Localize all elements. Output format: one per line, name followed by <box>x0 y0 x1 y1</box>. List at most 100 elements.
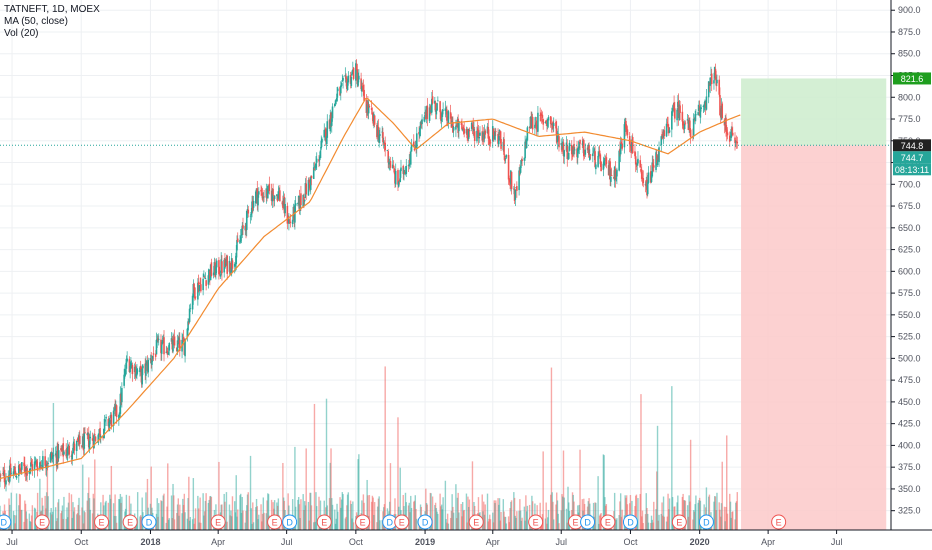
volume-bar <box>692 519 694 530</box>
volume-bar <box>71 517 73 530</box>
earnings-marker[interactable] <box>267 514 283 530</box>
candle-body <box>34 461 37 464</box>
candle-body <box>286 205 289 224</box>
candle-body <box>487 126 490 139</box>
earnings-marker[interactable] <box>394 514 410 530</box>
earnings-marker[interactable] <box>600 514 616 530</box>
position-zones[interactable] <box>741 78 887 530</box>
candle-body <box>189 308 192 310</box>
volume-bar <box>671 386 673 530</box>
candle-body <box>484 130 487 135</box>
volume-bar <box>114 494 116 530</box>
volume-bar <box>735 501 738 530</box>
volume-bar <box>47 496 49 530</box>
candle-body <box>184 339 186 357</box>
dividend-marker[interactable] <box>622 514 638 530</box>
candle-body <box>534 124 536 128</box>
volume-bar <box>112 503 115 530</box>
candle-body <box>626 129 629 136</box>
volume-bar <box>413 500 416 530</box>
dividend-marker[interactable] <box>417 514 433 530</box>
volume-bar <box>55 521 58 530</box>
dividend-marker[interactable] <box>698 514 714 530</box>
volume-bar <box>342 494 344 530</box>
volume-bar <box>167 519 170 530</box>
price-tick-label: 900.0 <box>898 5 921 15</box>
candle-body <box>421 119 423 125</box>
candle-body <box>218 260 220 275</box>
volume-bar <box>173 519 176 530</box>
volume-bar <box>81 507 83 530</box>
earnings-marker[interactable] <box>528 514 544 530</box>
candlesticks <box>0 59 739 492</box>
loss-zone[interactable] <box>741 145 887 530</box>
candle-body <box>594 151 596 167</box>
earnings-marker[interactable] <box>671 514 687 530</box>
earnings-marker[interactable] <box>210 514 226 530</box>
earnings-marker[interactable] <box>94 514 110 530</box>
volume-bar <box>344 518 347 530</box>
earnings-marker[interactable] <box>316 514 332 530</box>
candle-body <box>446 122 449 124</box>
dividend-marker[interactable] <box>282 514 298 530</box>
earnings-marker[interactable] <box>122 514 138 530</box>
volume-bar <box>620 516 623 530</box>
dividend-marker[interactable] <box>141 514 157 530</box>
candle-body <box>115 405 118 418</box>
volume-bar <box>439 493 441 530</box>
volume-bar <box>598 523 600 530</box>
earnings-marker[interactable] <box>468 514 484 530</box>
earnings-marker[interactable] <box>34 514 50 530</box>
volume-bar <box>87 492 89 530</box>
volume-bar <box>446 522 448 530</box>
volume-bar <box>230 510 232 530</box>
volume-bar <box>203 515 205 530</box>
dividend-marker[interactable] <box>0 514 12 530</box>
volume-bar <box>736 492 738 530</box>
volume-bar <box>334 509 336 530</box>
moving-average <box>0 97 741 480</box>
candle-body <box>340 83 343 86</box>
volume-bar <box>158 503 160 530</box>
volume-bar <box>316 506 318 530</box>
volume-bar <box>357 459 359 530</box>
candle-body <box>182 336 185 342</box>
legend-ma[interactable]: MA (50, close) <box>4 16 68 27</box>
candle-body <box>726 132 729 136</box>
candle-body <box>254 191 257 204</box>
candle-body <box>172 339 174 352</box>
candle-body <box>571 152 574 157</box>
volume-bar <box>236 516 238 530</box>
candle-body <box>661 134 663 136</box>
volume-bar <box>546 517 549 530</box>
event-marker-label: E <box>473 517 479 527</box>
earnings-marker[interactable] <box>771 514 787 530</box>
volume-bar <box>698 500 700 530</box>
volume-bar <box>244 522 246 530</box>
volume-bar <box>468 499 471 530</box>
volume-bar <box>63 496 65 530</box>
candle-body <box>500 139 502 149</box>
earnings-marker[interactable] <box>355 514 371 530</box>
volume-bar <box>82 464 84 530</box>
candle-body <box>436 103 438 111</box>
volume-bar <box>455 484 457 530</box>
candle-body <box>199 283 201 285</box>
legend-symbol[interactable]: TATNEFT, 1D, MOEX <box>4 4 100 15</box>
time-axis[interactable]: Jul Oct 2018 Apr Jul Oct 2019 Apr Jul Oct 2020 Apr J… <box>0 529 932 547</box>
volume-bar <box>442 497 444 530</box>
price-badges: 821.6 744.8 744.7 08:13:11 <box>893 72 931 176</box>
volume-bar <box>725 507 727 530</box>
volume-bar <box>313 522 315 530</box>
volume-bar <box>170 495 173 530</box>
candle-body <box>676 109 678 121</box>
volume-bar <box>720 503 723 530</box>
legend-volume[interactable]: Vol (20) <box>4 28 39 39</box>
volume-bar <box>319 500 322 530</box>
volume-bar <box>77 504 79 530</box>
volume-bar <box>49 512 52 530</box>
dividend-marker[interactable] <box>580 514 596 530</box>
profit-zone[interactable] <box>741 78 887 146</box>
